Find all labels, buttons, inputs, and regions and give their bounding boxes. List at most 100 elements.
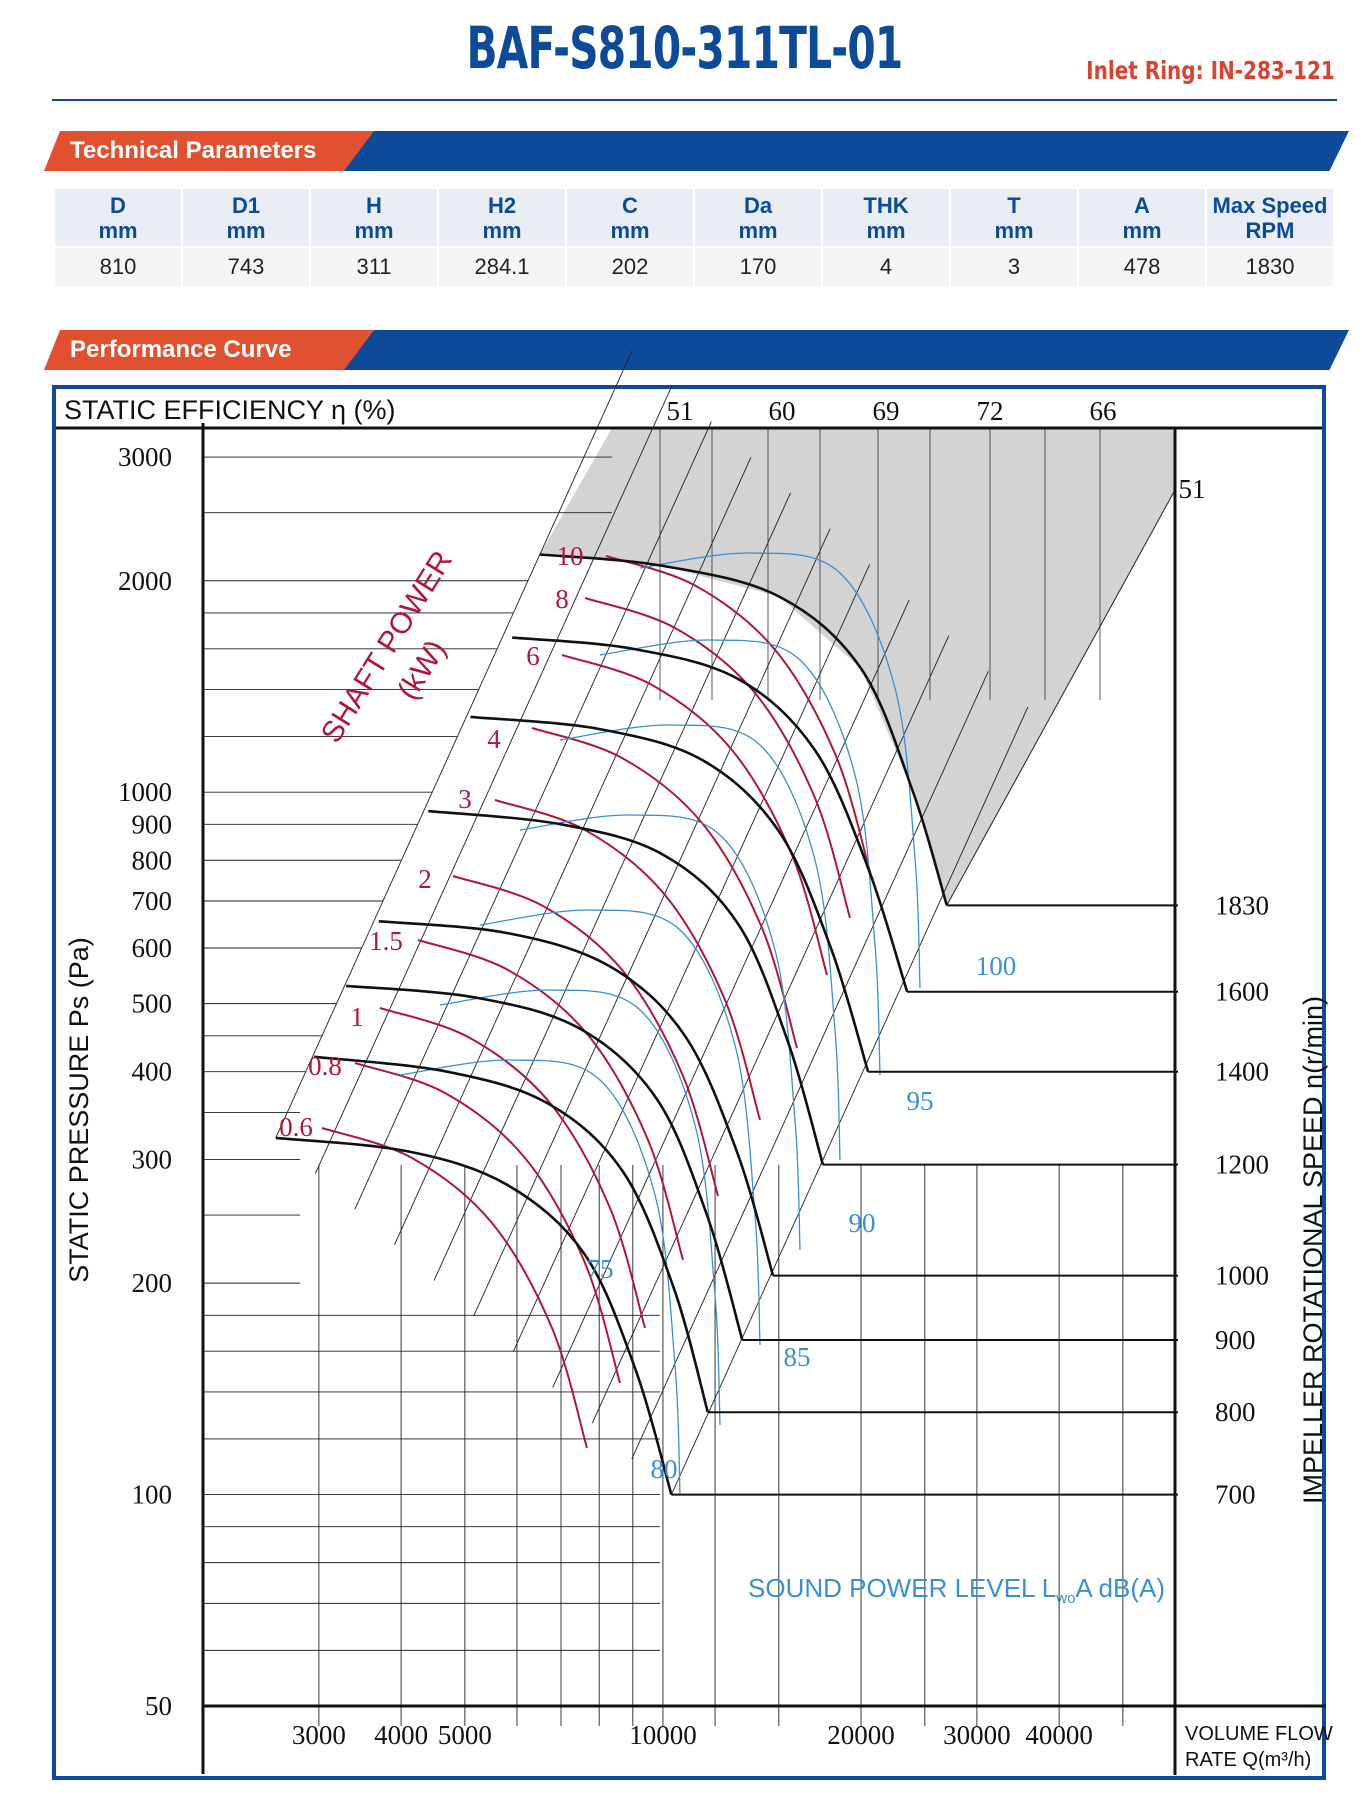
oblique-line [631,671,989,1460]
oblique-line [552,599,910,1388]
speed-leader-lines [671,904,1178,1496]
right-edge [946,489,1176,906]
param-name: T [1007,193,1021,218]
param-unit: mm [226,218,266,243]
efficiency-label: 69 [873,396,900,426]
sound-power-title-main: SOUND POWER LEVEL L [748,1573,1056,1603]
sound-level-label: 85 [784,1342,811,1372]
param-value: 478 [1079,246,1205,286]
param-name: C [622,193,638,218]
efficiency-axis-title: STATIC EFFICIENCY η (%) [64,395,396,425]
shaft-power-curve [354,1062,621,1384]
y-tick-label: 50 [145,1691,172,1721]
speed-curve [428,809,825,1165]
y-tick-label: 500 [132,989,173,1019]
shaft-power-label: 0.6 [279,1112,313,1142]
shaft-power-label: 3 [458,784,472,814]
technical-parameters-heading: Technical Parameters [70,137,317,164]
param-name: THK [863,193,909,218]
param-name: D1 [231,193,261,218]
param-unit: mm [98,218,138,243]
oblique-line [275,350,633,1139]
speed-curve [313,1055,710,1413]
speed-label: 800 [1215,1397,1256,1427]
x-tick-label: 40000 [1025,1720,1093,1750]
param-value: 743 [183,246,309,286]
sound-level-curves [399,552,921,1496]
shaft-power-label: 0.8 [308,1051,342,1081]
y-tick-label: 100 [132,1480,173,1510]
sound-level-curve [639,552,921,989]
param-value: 810 [55,246,181,286]
speed-label: 1200 [1215,1150,1269,1180]
y-tick-label: 800 [132,845,173,875]
efficiency-label: 72 [977,396,1004,426]
shaft-power-curve [321,1127,588,1449]
sound-level-curve [599,639,881,1076]
speed-curve [378,920,775,1276]
speed-curve [539,553,949,906]
param-value: 4 [823,246,949,286]
shaft-power-label: 6 [526,641,540,671]
param-name: D [110,193,126,218]
sound-power-title: SOUND POWER LEVEL LwoA dB(A) [748,1573,1165,1607]
sound-level-curve [559,724,841,1161]
oblique-line [512,564,871,1353]
param-value: 3 [951,246,1077,286]
shaft-power-curve [452,875,719,1197]
sound-level-label: 90 [849,1208,876,1238]
speed-curve [345,984,744,1341]
chart-frame [52,385,1326,1780]
y-tick-label: 3000 [118,442,172,472]
y-tick-label: 300 [132,1144,173,1174]
technical-parameters-bar: Technical Parameters [44,131,1349,171]
x-tick-label: 3000 [292,1720,346,1750]
param-name: Da [743,193,773,218]
efficiency-label: 60 [769,396,796,426]
shaft-power-label: 1 [350,1002,364,1032]
performance-curve-heading: Performance Curve [70,336,292,363]
shaft-power-curve [417,939,684,1261]
param-header: H2 mm [439,189,565,246]
shaft-power-label: 8 [555,584,569,614]
param-header: THK mm [823,189,949,246]
section-bar-orange [44,330,374,370]
sound-level-label: 75 [587,1254,614,1284]
sound-power-title-sub: wo [1055,1590,1075,1607]
oblique-line [394,457,752,1246]
param-unit: mm [994,218,1034,243]
shaft-power-curve [531,727,798,1049]
x-tick-label: 10000 [629,1720,697,1750]
oblique-line [433,492,791,1281]
speed-label: 1830 [1215,890,1269,920]
title-rule [52,99,1337,101]
chart-axes [56,423,1326,1775]
model-title: BAF-S810-311TL-01 [466,14,904,82]
param-name: H2 [487,193,517,218]
shaft-power-label: 1.5 [369,926,403,956]
sound-level-label: 95 [907,1086,934,1116]
shaft-power-curve [494,799,761,1121]
x-axis-title-line1: VOLUME FLOW [1185,1723,1333,1745]
param-value: 311 [311,246,437,286]
speed-curve [275,1136,673,1495]
shaft-power-label: 2 [418,864,432,894]
efficiency-label: 66 [1090,396,1117,426]
y-tick-label: 2000 [118,566,172,596]
performance-curve-bar: Performance Curve [44,330,1349,370]
y-tick-label: 700 [132,886,173,916]
param-unit: mm [1122,218,1162,243]
sound-level-label: 80 [651,1454,678,1484]
param-unit: mm [482,218,522,243]
efficiency-shaded-region [539,428,1175,906]
param-header: Da mm [695,189,821,246]
y-tick-label: 400 [132,1057,173,1087]
speed-curve [512,636,909,993]
param-unit: mm [354,218,394,243]
